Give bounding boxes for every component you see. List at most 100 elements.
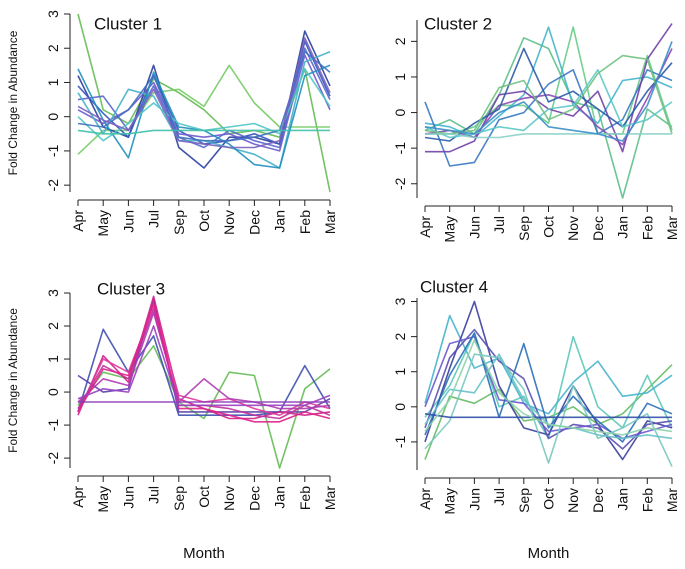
x-tick-label: Nov <box>221 210 237 235</box>
x-tick-label: Apr <box>417 216 433 238</box>
series-line-c2-s4 <box>424 69 673 167</box>
series-line-c2-s10 <box>425 133 672 139</box>
panel-title: Cluster 4 <box>420 277 488 296</box>
x-tick-label: Oct <box>196 210 212 232</box>
x-tick-label: Nov <box>565 216 581 241</box>
y-axis-title: Fold Change in Abundance <box>6 30 20 175</box>
x-tick-label: Jul <box>146 486 162 504</box>
x-tick-label: Jul <box>491 216 507 234</box>
series-line-c3-s2 <box>77 328 331 417</box>
x-tick-label: Feb <box>639 488 655 512</box>
panel-cluster-2: -2 -1 0 1 2 Apr May Jun Jul Sep Oct Nov Dec Jan Feb Mar… <box>392 14 680 242</box>
x-tick-label: May <box>95 486 111 512</box>
series-line-c3-s3 <box>77 298 331 413</box>
y-tick-label: 0 <box>45 388 61 396</box>
y-tick-label: 1 <box>392 73 408 81</box>
y-tick-label: 2 <box>45 44 61 52</box>
series-line-c4-s8 <box>424 353 673 467</box>
series-line-c4-s7 <box>424 332 673 443</box>
y-tick-label: -1 <box>392 435 408 448</box>
x-tick-label: Jan <box>615 488 631 511</box>
x-tick-label: Sep <box>516 488 532 513</box>
x-tick-label: Jun <box>466 488 482 511</box>
panel-title: Cluster 1 <box>94 14 162 33</box>
series-line-c3-s1 <box>77 344 331 469</box>
x-tick-label: Jan <box>272 210 288 233</box>
y-tick-label: 0 <box>392 403 408 411</box>
series-line-c4-s6 <box>424 335 673 440</box>
series-line-c2-s7 <box>424 47 673 142</box>
series-line-c4-s4 <box>424 300 673 461</box>
x-tick-label: Dec <box>590 488 606 513</box>
y-tick-label: 3 <box>45 289 61 297</box>
series-line-c3-s8 <box>77 302 331 423</box>
x-tick-label: Mar <box>664 488 680 512</box>
x-tick-label: Jan <box>272 486 288 509</box>
x-tick-label: Jun <box>120 486 136 509</box>
panel-cluster-4: -1 0 1 2 3 Apr May Jun Jul Sep Oct Nov Dec Jan Feb Mar C… <box>392 277 680 562</box>
y-tick-label: 1 <box>45 355 61 363</box>
y-tick-label: 0 <box>392 108 408 116</box>
y-tick-label: 3 <box>45 10 61 18</box>
series-line-c4-s11 <box>424 339 673 436</box>
y-tick-label: 3 <box>392 297 408 305</box>
y-tick-label: 2 <box>392 333 408 341</box>
x-axis-title: Month <box>528 545 570 562</box>
x-tick-label: Feb <box>639 216 655 240</box>
panel-cluster-1: -2 -1 0 1 2 3 Apr May Jun Jul Sep Oct Nov Dec Jan Feb Ma… <box>6 10 338 237</box>
series-line-c2-s11 <box>424 41 673 142</box>
x-tick-label: Apr <box>70 486 86 508</box>
x-tick-label: Jun <box>466 216 482 239</box>
y-tick-label: -2 <box>45 452 61 465</box>
y-tick-label: -2 <box>45 179 61 192</box>
series-line-c3-s10 <box>77 325 331 407</box>
x-tick-label: Dec <box>590 216 606 241</box>
x-tick-label: Sep <box>171 486 187 511</box>
x-tick-label: Apr <box>70 210 86 232</box>
panel-title: Cluster 3 <box>97 279 165 298</box>
series-line-c1-s6 <box>77 54 331 152</box>
x-tick-label: Sep <box>516 216 532 241</box>
x-tick-label: May <box>442 488 458 514</box>
y-tick-label: 2 <box>45 322 61 330</box>
y-tick-label: 1 <box>392 368 408 376</box>
x-tick-label: Nov <box>221 486 237 511</box>
x-tick-label: Jul <box>146 210 162 228</box>
x-tick-label: Mar <box>322 486 338 510</box>
x-tick-label: May <box>442 216 458 242</box>
panel-title: Cluster 2 <box>424 14 492 33</box>
series-line-c1-s2 <box>77 64 330 155</box>
x-tick-label: Dec <box>246 210 262 235</box>
series-line-c3-s7 <box>77 311 331 410</box>
x-tick-label: Oct <box>541 488 557 510</box>
x-tick-label: Feb <box>297 486 313 510</box>
y-axis-title: Fold Change in Abundance <box>6 308 20 453</box>
y-tick-label: -1 <box>392 142 408 155</box>
y-tick-label: -2 <box>392 177 408 190</box>
x-tick-label: Sep <box>171 210 187 235</box>
series-line-c1-s5 <box>77 47 331 149</box>
x-axis-title: Month <box>183 545 225 562</box>
series-line-c2-s9 <box>424 54 673 135</box>
x-tick-label: Mar <box>664 216 680 240</box>
y-tick-label: 1 <box>45 78 61 86</box>
panel-cluster-3: -2 -1 0 1 2 3 Apr May Jun Jul Sep Oct Nov Dec Jan Feb Ma… <box>6 279 338 562</box>
series-line-c2-s3 <box>424 26 673 139</box>
series-line-c1-s11 <box>77 37 331 149</box>
y-tick-label: 0 <box>45 113 61 121</box>
x-tick-label: Jan <box>615 216 631 239</box>
y-tick-label: -1 <box>45 144 61 157</box>
x-tick-label: Feb <box>297 210 313 234</box>
x-tick-label: Oct <box>196 486 212 508</box>
y-tick-label: 2 <box>392 37 408 45</box>
series-line-c4-s10 <box>424 413 672 419</box>
series-line-c1-s12 <box>77 129 330 135</box>
x-tick-label: Jul <box>491 488 507 506</box>
x-tick-label: Apr <box>417 488 433 510</box>
series-line-c2-s8 <box>424 69 673 139</box>
x-tick-label: May <box>95 210 111 236</box>
series-line-c4-s3 <box>424 314 673 415</box>
x-tick-label: Jun <box>120 210 136 233</box>
x-tick-label: Oct <box>541 216 557 238</box>
